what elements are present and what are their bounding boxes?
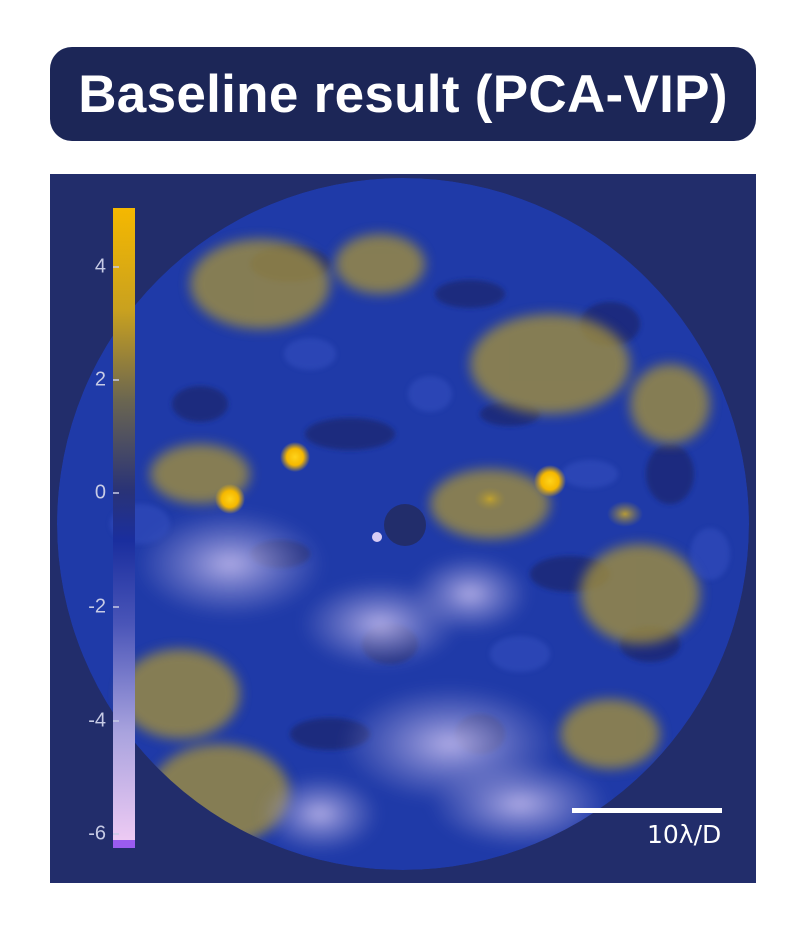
residual-image-panel: 4 2 0 -2 -4 -6 10λ/D	[50, 174, 756, 883]
page-title: Baseline result (PCA-VIP)	[78, 64, 728, 124]
colorbar-tick-label: -6	[88, 822, 106, 845]
colorbar	[113, 208, 135, 848]
point-sources	[215, 442, 643, 542]
colorbar-tick-label: 0	[94, 481, 106, 504]
scalebar-line	[572, 808, 722, 813]
colorbar-tick-label: -4	[88, 709, 106, 732]
colorbar-tick-label: -2	[88, 595, 106, 618]
title-banner: Baseline result (PCA-VIP)	[50, 47, 756, 141]
residual-map	[57, 178, 749, 870]
colorbar-floor	[113, 840, 135, 848]
colorbar-ticks	[113, 266, 119, 835]
scalebar-label: 10λ/D	[647, 820, 722, 849]
residual-disc	[57, 178, 749, 870]
colorbar-tick-label: 4	[94, 255, 106, 278]
colorbar-tick-label: 2	[94, 368, 106, 391]
